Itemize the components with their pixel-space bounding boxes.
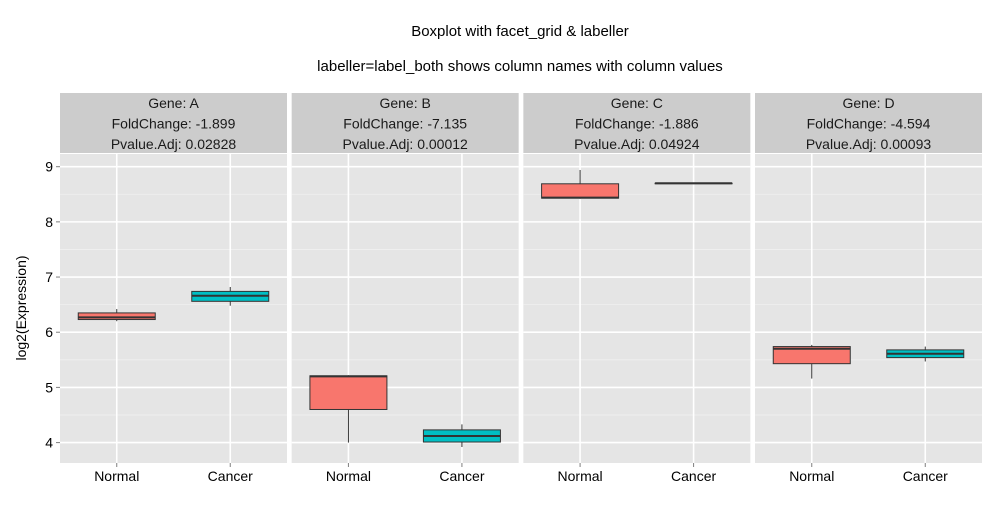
strip-label: Gene: A [148, 95, 199, 111]
facet-strip: Gene: D FoldChange: -4.594 Pvalue.Adj: 0.0… [755, 93, 983, 153]
y-tick-label: 5 [45, 379, 53, 395]
x-tick-label: Cancer [208, 468, 253, 484]
y-tick-label: 6 [45, 324, 53, 340]
boxplot-cancer [422, 424, 501, 447]
x-tick-label: Cancer [439, 468, 484, 484]
strip-label: Pvalue.Adj: 0.00012 [343, 136, 469, 152]
strip-background [755, 93, 983, 153]
chart-subtitle: labeller=label_both shows column names w… [317, 58, 723, 75]
y-tick-label: 4 [45, 435, 53, 451]
strip-background [523, 93, 751, 153]
y-tick-label: 8 [45, 214, 53, 230]
facet-panel: Gene: C FoldChange: -1.886 Pvalue.Adj: 0.0… [523, 93, 751, 484]
y-tick-label: 7 [45, 269, 53, 285]
chart-title: Boxplot with facet_grid & labeller [411, 23, 629, 40]
facet-panel: Gene: B FoldChange: -7.135 Pvalue.Adj: 0.0… [291, 93, 519, 484]
strip-label: Gene: C [611, 95, 663, 111]
y-tick-label: 9 [45, 159, 53, 175]
strip-background [291, 93, 519, 153]
boxplot-normal [309, 375, 388, 443]
box [309, 375, 388, 410]
facet-panel: Gene: A FoldChange: -1.899 Pvalue.Adj: 0.0… [60, 93, 287, 484]
facet-strip: Gene: A FoldChange: -1.899 Pvalue.Adj: 0.0… [60, 93, 287, 153]
strip-label: Pvalue.Adj: 0.02828 [111, 136, 237, 152]
facet-panels: Gene: A FoldChange: -1.899 Pvalue.Adj: 0.0… [60, 93, 983, 484]
strip-label: Gene: D [842, 95, 894, 111]
boxplot-normal [77, 309, 156, 322]
y-axis-label: log2(Expression) [13, 255, 29, 360]
boxplot-cancer [886, 346, 965, 362]
facet-panel: Gene: D FoldChange: -4.594 Pvalue.Adj: 0.0… [755, 93, 983, 484]
panel-background [523, 154, 751, 463]
strip-label: FoldChange: -1.899 [112, 116, 236, 132]
boxplot-normal [541, 170, 620, 199]
box [541, 183, 620, 199]
box [772, 346, 851, 365]
x-tick-label: Normal [326, 468, 371, 484]
x-tick-label: Cancer [903, 468, 948, 484]
panel-background [755, 154, 983, 463]
x-tick-label: Normal [789, 468, 834, 484]
facet-strip: Gene: C FoldChange: -1.886 Pvalue.Adj: 0.0… [523, 93, 751, 153]
x-tick-label: Normal [558, 468, 603, 484]
facet-strip: Gene: B FoldChange: -7.135 Pvalue.Adj: 0.0… [291, 93, 519, 153]
strip-label: FoldChange: -1.886 [575, 116, 699, 132]
x-tick-label: Cancer [671, 468, 716, 484]
boxplot-cancer [654, 182, 733, 185]
strip-label: FoldChange: -7.135 [343, 116, 467, 132]
y-axis: 4 5 6 7 8 9 [45, 159, 60, 451]
boxplot-cancer [191, 286, 270, 306]
panel-background [60, 154, 287, 463]
strip-label: Pvalue.Adj: 0.04924 [574, 136, 700, 152]
strip-label: Gene: B [379, 95, 430, 111]
boxplot-normal [772, 344, 851, 379]
strip-label: FoldChange: -4.594 [807, 116, 931, 132]
panel-background [291, 154, 519, 463]
x-tick-label: Normal [94, 468, 139, 484]
strip-label: Pvalue.Adj: 0.00093 [806, 136, 932, 152]
strip-background [60, 93, 287, 153]
box [77, 312, 156, 321]
